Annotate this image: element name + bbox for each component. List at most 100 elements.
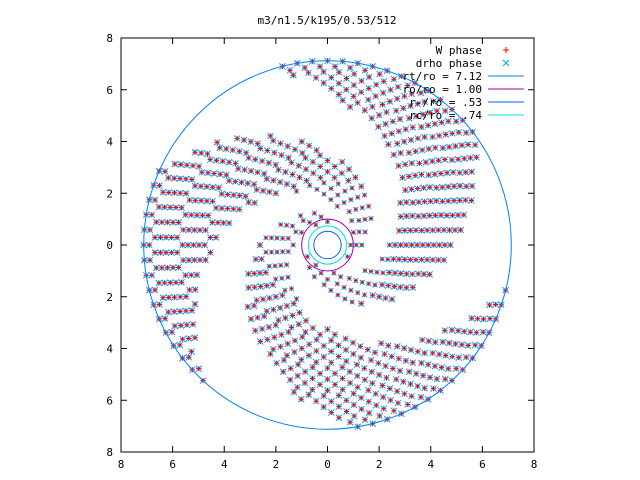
w-phase-point bbox=[319, 271, 324, 276]
legend-marker bbox=[502, 59, 510, 67]
w-phase-point bbox=[418, 124, 424, 130]
w-phase-point bbox=[160, 295, 166, 301]
w-phase-point bbox=[369, 369, 375, 375]
w-phase-point bbox=[348, 243, 353, 247]
w-phase-point bbox=[284, 352, 290, 358]
w-phase-point bbox=[289, 312, 296, 319]
w-phase-point bbox=[328, 409, 334, 416]
w-phase-point bbox=[285, 155, 292, 161]
w-phase-point bbox=[358, 301, 364, 307]
w-phase-point bbox=[392, 270, 398, 276]
w-phase-point bbox=[332, 63, 338, 70]
w-phase-point bbox=[347, 419, 353, 425]
w-phase-point bbox=[441, 257, 447, 263]
w-phase-point bbox=[252, 327, 258, 334]
w-phase-point bbox=[266, 160, 272, 166]
x-tick-label: 2 bbox=[273, 458, 280, 471]
w-phase-point bbox=[225, 205, 231, 212]
w-phase-point bbox=[291, 301, 297, 307]
w-phase-point bbox=[295, 362, 301, 368]
w-phase-point bbox=[480, 329, 486, 335]
w-phase-point bbox=[401, 139, 407, 145]
y-tick-label: 2 bbox=[106, 291, 113, 304]
w-phase-point bbox=[362, 417, 368, 423]
w-phase-point bbox=[414, 242, 420, 248]
w-phase-point bbox=[432, 171, 438, 177]
w-phase-point bbox=[360, 205, 365, 210]
w-phase-point bbox=[432, 363, 438, 369]
w-phase-point bbox=[285, 329, 292, 335]
w-phase-point bbox=[248, 139, 254, 145]
w-phase-point bbox=[266, 295, 273, 301]
w-phase-point bbox=[439, 184, 445, 190]
w-phase-point bbox=[273, 263, 278, 268]
w-phase-point bbox=[391, 408, 397, 414]
w-phase-point bbox=[351, 391, 357, 397]
w-phase-point bbox=[365, 387, 371, 393]
w-phase-point bbox=[302, 65, 308, 71]
w-phase-point bbox=[286, 249, 291, 254]
w-phase-point bbox=[270, 307, 277, 313]
w-phase-point bbox=[260, 188, 266, 194]
w-phase-point bbox=[282, 288, 287, 293]
w-phase-point bbox=[217, 145, 223, 151]
w-phase-point bbox=[403, 271, 410, 277]
x-tick-label: 2 bbox=[376, 458, 383, 471]
w-phase-point bbox=[296, 174, 303, 180]
w-phase-point bbox=[274, 360, 280, 366]
w-phase-point bbox=[455, 328, 461, 334]
w-phase-point bbox=[299, 334, 305, 340]
reference-circle bbox=[301, 218, 354, 272]
w-phase-point bbox=[174, 249, 180, 256]
w-phase-point bbox=[234, 135, 240, 142]
w-phase-point bbox=[260, 296, 266, 302]
w-phase-point bbox=[307, 183, 312, 188]
w-phase-point bbox=[366, 204, 371, 209]
w-phase-point bbox=[317, 331, 323, 338]
w-phase-point bbox=[469, 183, 475, 189]
w-phase-point bbox=[429, 158, 435, 164]
w-phase-point bbox=[264, 336, 270, 343]
w-phase-point bbox=[177, 342, 183, 348]
w-phase-point bbox=[286, 275, 291, 280]
w-phase-point bbox=[461, 155, 467, 162]
w-phase-point bbox=[373, 82, 379, 88]
w-phase-point bbox=[457, 183, 463, 189]
w-phase-point bbox=[226, 220, 232, 226]
w-phase-point bbox=[147, 227, 153, 233]
w-phase-point bbox=[245, 271, 252, 277]
w-phase-point bbox=[156, 280, 162, 286]
w-phase-point bbox=[303, 318, 309, 324]
w-phase-point bbox=[427, 374, 433, 380]
w-phase-point bbox=[174, 234, 180, 241]
w-phase-point bbox=[400, 105, 406, 111]
w-phase-point bbox=[171, 294, 178, 300]
w-phase-point bbox=[376, 112, 382, 118]
y-tick-label: 2 bbox=[106, 187, 113, 200]
w-phase-point bbox=[156, 301, 163, 308]
w-phase-point bbox=[416, 160, 423, 166]
w-phase-point bbox=[351, 413, 357, 419]
w-phase-point bbox=[213, 205, 219, 211]
w-phase-point bbox=[246, 199, 252, 205]
w-phase-point bbox=[427, 184, 433, 190]
w-phase-point bbox=[422, 385, 428, 391]
w-phase-point bbox=[280, 249, 285, 254]
w-phase-point bbox=[415, 213, 421, 219]
w-phase-point bbox=[153, 265, 159, 271]
w-phase-point bbox=[186, 257, 192, 263]
w-phase-point bbox=[387, 385, 393, 392]
w-phase-point bbox=[432, 339, 438, 345]
w-phase-point bbox=[264, 308, 270, 314]
w-phase-point bbox=[215, 220, 221, 226]
w-phase-point bbox=[345, 178, 351, 184]
w-phase-point bbox=[463, 169, 469, 175]
w-phase-point bbox=[177, 176, 183, 182]
w-phase-point bbox=[424, 227, 430, 233]
w-phase-point bbox=[418, 360, 424, 366]
w-phase-point bbox=[473, 330, 480, 336]
w-phase-point bbox=[421, 185, 427, 191]
w-phase-point bbox=[355, 290, 360, 295]
w-phase-point bbox=[331, 175, 338, 181]
w-phase-point bbox=[306, 341, 312, 347]
